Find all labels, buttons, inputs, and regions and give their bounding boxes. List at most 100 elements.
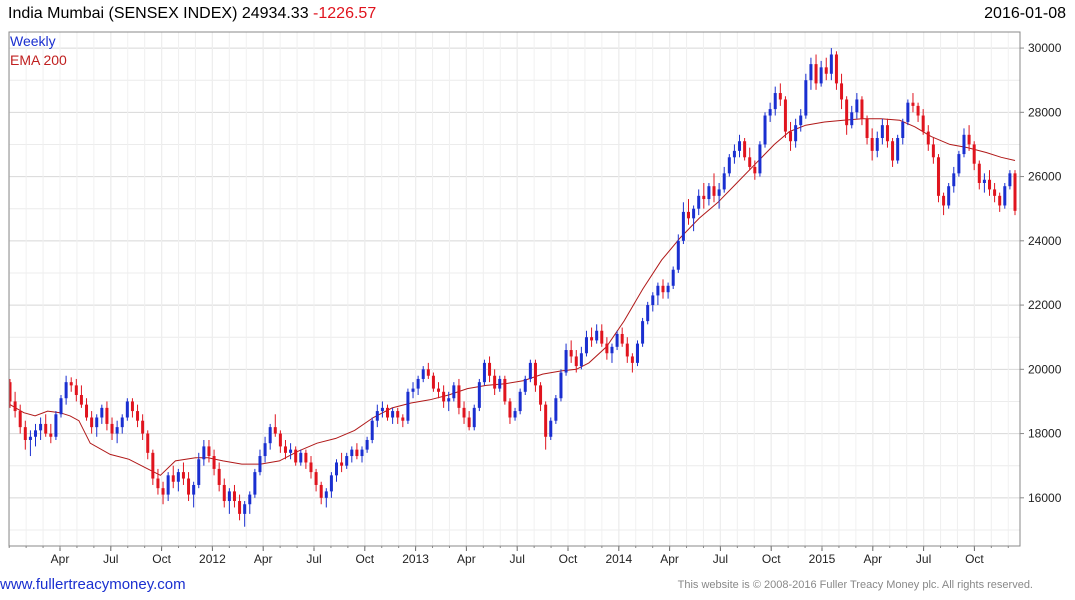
candle bbox=[243, 501, 247, 527]
candle bbox=[79, 385, 83, 408]
candle bbox=[661, 279, 665, 299]
site-link[interactable]: www.fullertreacymoney.com bbox=[0, 576, 186, 593]
candle bbox=[350, 446, 354, 463]
candle-body bbox=[421, 369, 425, 379]
candle bbox=[416, 375, 420, 396]
candle bbox=[732, 144, 736, 164]
candle bbox=[207, 439, 211, 463]
candle-body bbox=[217, 468, 221, 485]
candle-body bbox=[824, 67, 828, 74]
candle-body bbox=[901, 121, 905, 139]
candle-body bbox=[452, 385, 456, 399]
candle bbox=[1013, 170, 1017, 216]
candle-body bbox=[141, 420, 145, 434]
candle bbox=[386, 404, 390, 421]
candle bbox=[513, 407, 517, 421]
candle-body bbox=[136, 411, 140, 421]
candle-body bbox=[411, 388, 415, 392]
candle-body bbox=[916, 105, 920, 116]
candle bbox=[1003, 182, 1007, 209]
ema-line bbox=[9, 118, 1016, 476]
candle-body bbox=[569, 350, 573, 357]
candle-body bbox=[666, 285, 670, 293]
y-tick-label: 22000 bbox=[1028, 298, 1062, 312]
x-tick-label: Jul bbox=[306, 552, 321, 566]
candle-body bbox=[947, 186, 951, 206]
candle bbox=[28, 430, 32, 457]
candle-body bbox=[732, 150, 736, 158]
candle bbox=[957, 150, 961, 177]
candle bbox=[579, 346, 583, 370]
candle-body bbox=[738, 141, 742, 151]
candle bbox=[187, 472, 191, 502]
candle bbox=[166, 472, 170, 502]
y-tick-label: 16000 bbox=[1028, 491, 1062, 505]
candle bbox=[289, 443, 293, 460]
candle-body bbox=[584, 337, 588, 354]
candle-body bbox=[18, 411, 22, 428]
candle bbox=[549, 417, 553, 440]
candle-body bbox=[885, 125, 889, 142]
candle-body bbox=[299, 452, 303, 463]
candle bbox=[824, 57, 828, 81]
candle-body bbox=[539, 385, 543, 405]
candle-body bbox=[59, 398, 63, 415]
candle bbox=[64, 375, 68, 405]
candle-body bbox=[508, 401, 512, 418]
candle-body bbox=[416, 378, 420, 389]
candle-body bbox=[819, 67, 823, 84]
candle-body bbox=[391, 411, 395, 418]
candle bbox=[615, 330, 619, 351]
candle-body bbox=[13, 401, 17, 412]
candle-body bbox=[661, 285, 665, 293]
candle-body bbox=[727, 157, 731, 174]
candle bbox=[559, 369, 563, 402]
candle-body bbox=[396, 411, 400, 418]
grid-lines bbox=[8, 32, 1020, 546]
candle-body bbox=[23, 427, 27, 440]
candle-body bbox=[615, 333, 619, 347]
candle-body bbox=[605, 343, 609, 354]
candle bbox=[54, 411, 58, 440]
plot-frame bbox=[8, 31, 1021, 547]
x-tick-label: 2014 bbox=[605, 552, 632, 566]
candle-body bbox=[340, 462, 344, 466]
candle-body bbox=[931, 144, 935, 158]
candle bbox=[299, 449, 303, 466]
candle bbox=[768, 102, 772, 122]
candle-body bbox=[911, 102, 915, 106]
candle bbox=[850, 105, 854, 129]
candle bbox=[462, 401, 466, 424]
candle-body bbox=[789, 131, 793, 142]
candle-body bbox=[324, 491, 328, 498]
candle-body bbox=[156, 478, 160, 489]
candle-body bbox=[595, 330, 599, 341]
candle-body bbox=[64, 382, 68, 399]
candle-body bbox=[309, 462, 313, 473]
candle bbox=[498, 375, 502, 392]
candle-body bbox=[437, 388, 441, 392]
candle-body bbox=[329, 475, 333, 492]
candle-body bbox=[1008, 173, 1012, 187]
candles-layer bbox=[8, 48, 1017, 527]
candle-body bbox=[625, 343, 629, 357]
candle bbox=[319, 481, 323, 505]
candle bbox=[100, 404, 104, 424]
candle-body bbox=[549, 420, 553, 437]
candle-body bbox=[161, 488, 165, 495]
x-tick-label: Oct bbox=[965, 552, 984, 566]
candle bbox=[370, 417, 374, 444]
candle bbox=[829, 48, 833, 81]
candle-body bbox=[406, 391, 410, 421]
candle-body bbox=[758, 144, 762, 174]
candle bbox=[783, 96, 787, 139]
candle bbox=[268, 423, 272, 450]
candle-body bbox=[977, 163, 981, 183]
candle-body bbox=[676, 240, 680, 270]
candle bbox=[477, 378, 481, 412]
candle bbox=[967, 125, 971, 151]
x-tick-label: Apr bbox=[457, 552, 476, 566]
candle bbox=[217, 462, 221, 492]
candle bbox=[130, 398, 134, 418]
candle-body bbox=[906, 102, 910, 122]
